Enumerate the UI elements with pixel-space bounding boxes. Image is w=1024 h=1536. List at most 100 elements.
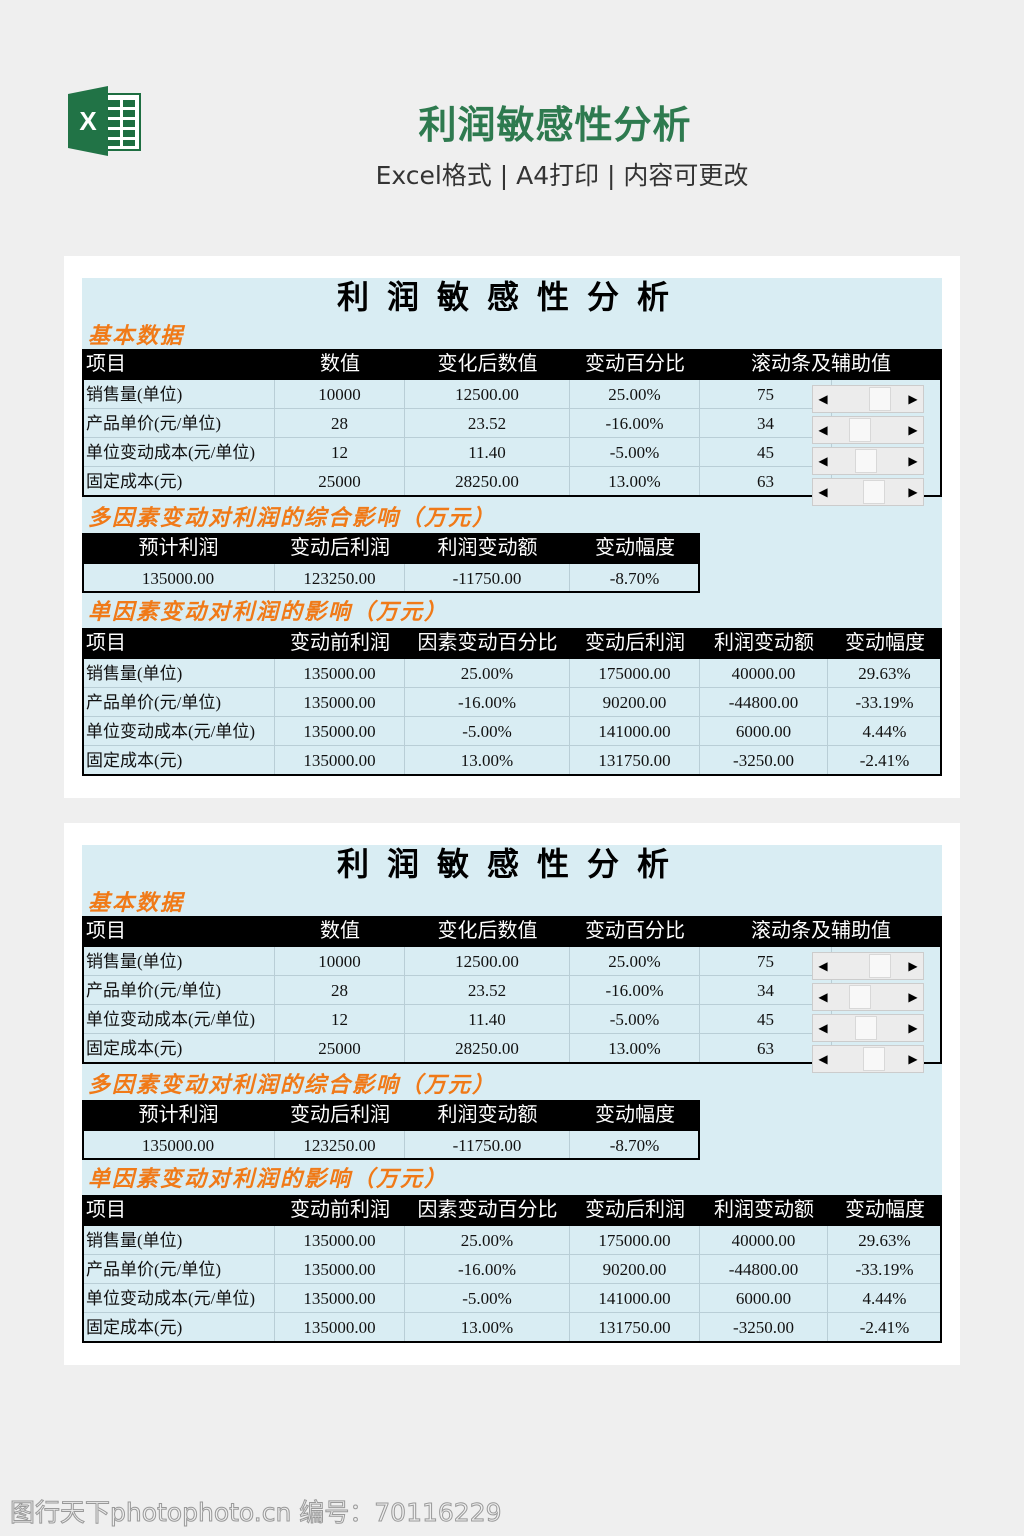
- table-cell: -5.00%: [405, 1284, 570, 1313]
- table-cell: -3250.00: [700, 1313, 828, 1342]
- sheet-card: 利润敏感性分析 基本数据 项目 数值 变化后数值 变动百分比 滚动条及辅助值 销售量(单位) 1…: [64, 823, 960, 1365]
- arrow-left-icon[interactable]: ◀: [818, 485, 828, 499]
- table-cell: 25000: [275, 467, 405, 496]
- table-cell: 135000.00: [275, 746, 405, 775]
- table-cell: 135000.00: [275, 1284, 405, 1313]
- arrow-left-icon[interactable]: ◀: [818, 1021, 828, 1035]
- table-cell: 28250.00: [405, 467, 570, 496]
- scrollbar[interactable]: ◀ ▶: [812, 385, 924, 413]
- column-header: 项目: [82, 1195, 275, 1226]
- table-cell: 135000.00: [275, 659, 405, 688]
- scrollbar-thumb[interactable]: [863, 480, 886, 504]
- arrow-right-icon[interactable]: ▶: [908, 1052, 918, 1066]
- table-cell: 单位变动成本(元/单位): [82, 1005, 275, 1034]
- arrow-left-icon[interactable]: ◀: [818, 392, 828, 406]
- table-cell: 销售量(单位): [82, 947, 275, 976]
- arrow-right-icon[interactable]: ▶: [908, 485, 918, 499]
- scrollbar-thumb[interactable]: [869, 954, 891, 978]
- section-single-factor: 单因素变动对利润的影响（万元）: [88, 1167, 449, 1192]
- table-cell: 141000.00: [570, 1284, 700, 1313]
- table-cell: 固定成本(元): [82, 1034, 275, 1063]
- table-cell: 产品单价(元/单位): [82, 976, 275, 1005]
- arrow-right-icon[interactable]: ▶: [908, 1021, 918, 1035]
- scrollbar-thumb[interactable]: [863, 1047, 886, 1071]
- table-cell: 单位变动成本(元/单位): [82, 717, 275, 746]
- table-cell: -33.19%: [828, 1255, 942, 1284]
- scrollbar-thumb[interactable]: [869, 387, 891, 411]
- table-cell: -2.41%: [828, 746, 942, 775]
- table-cell: 135000.00: [82, 1131, 275, 1160]
- arrow-right-icon[interactable]: ▶: [908, 454, 918, 468]
- column-header: 利润变动额: [700, 628, 828, 659]
- table-cell: -8.70%: [570, 564, 700, 593]
- table-cell: 11.40: [405, 438, 570, 467]
- table-cell: 固定成本(元): [82, 1313, 275, 1342]
- column-header: 预计利润: [82, 1100, 275, 1131]
- scrollbar[interactable]: ◀ ▶: [812, 447, 924, 475]
- column-header: 变动幅度: [570, 533, 700, 564]
- sheet-title: 利润敏感性分析: [336, 278, 687, 316]
- table-cell: 单位变动成本(元/单位): [82, 438, 275, 467]
- scrollbar[interactable]: ◀ ▶: [812, 478, 924, 506]
- table-cell: -11750.00: [405, 564, 570, 593]
- table-cell: 销售量(单位): [82, 380, 275, 409]
- column-header: 变化后数值: [405, 349, 570, 380]
- table-cell: 13.00%: [570, 467, 700, 496]
- table-cell: 28: [275, 976, 405, 1005]
- scrollbar-thumb[interactable]: [854, 1016, 877, 1040]
- arrow-right-icon[interactable]: ▶: [908, 990, 918, 1004]
- table-cell: 固定成本(元): [82, 467, 275, 496]
- excel-icon: X: [68, 86, 141, 156]
- sheet: 利润敏感性分析 基本数据 项目 数值 变化后数值 变动百分比 滚动条及辅助值 销售量(单位) 1…: [82, 845, 942, 1343]
- column-header: 变动后利润: [570, 628, 700, 659]
- scrollbar[interactable]: ◀ ▶: [812, 416, 924, 444]
- scrollbar-thumb[interactable]: [849, 418, 872, 442]
- table-cell: 产品单价(元/单位): [82, 1255, 275, 1284]
- table-cell: 141000.00: [570, 717, 700, 746]
- scrollbar[interactable]: ◀ ▶: [812, 952, 924, 980]
- table-cell: 135000.00: [275, 688, 405, 717]
- section-multi-factor: 多因素变动对利润的综合影响（万元）: [88, 1073, 497, 1098]
- scrollbar-thumb[interactable]: [849, 985, 872, 1009]
- scrollbar[interactable]: ◀ ▶: [812, 1045, 924, 1073]
- column-header: 变动百分比: [570, 916, 700, 947]
- scrollbar[interactable]: ◀ ▶: [812, 1014, 924, 1042]
- arrow-right-icon[interactable]: ▶: [908, 959, 918, 973]
- arrow-left-icon[interactable]: ◀: [818, 990, 828, 1004]
- column-header: 因素变动百分比: [405, 1195, 570, 1226]
- table-cell: -5.00%: [405, 717, 570, 746]
- table-cell: 11.40: [405, 1005, 570, 1034]
- table-cell: 25.00%: [570, 947, 700, 976]
- table-cell: -5.00%: [570, 1005, 700, 1034]
- table-cell: 6000.00: [700, 1284, 828, 1313]
- table-cell: 40000.00: [700, 1226, 828, 1255]
- scrollbar-thumb[interactable]: [854, 449, 877, 473]
- page-title: 利润敏感性分析: [418, 103, 692, 147]
- column-header: 利润变动额: [405, 1100, 570, 1131]
- table-cell: 销售量(单位): [82, 659, 275, 688]
- table-cell: 90200.00: [570, 688, 700, 717]
- sheet: 利润敏感性分析 基本数据 项目 数值 变化后数值 变动百分比 滚动条及辅助值 销售量(单位) 1…: [82, 278, 942, 776]
- column-header: 预计利润: [82, 533, 275, 564]
- arrow-left-icon[interactable]: ◀: [818, 959, 828, 973]
- table-cell: -11750.00: [405, 1131, 570, 1160]
- arrow-right-icon[interactable]: ▶: [908, 392, 918, 406]
- column-header: 利润变动额: [700, 1195, 828, 1226]
- table-cell: 12: [275, 1005, 405, 1034]
- arrow-left-icon[interactable]: ◀: [818, 423, 828, 437]
- column-header: 变动后利润: [275, 533, 405, 564]
- table-cell: 产品单价(元/单位): [82, 688, 275, 717]
- column-header: 变动前利润: [275, 1195, 405, 1226]
- scrollbar[interactable]: ◀ ▶: [812, 983, 924, 1011]
- table-cell: 产品单价(元/单位): [82, 409, 275, 438]
- section-basic-data: 基本数据: [88, 324, 185, 349]
- column-header: 变动幅度: [828, 628, 942, 659]
- arrow-left-icon[interactable]: ◀: [818, 1052, 828, 1066]
- table-cell: 25.00%: [570, 380, 700, 409]
- table-cell: 135000.00: [275, 1255, 405, 1284]
- column-header: 项目: [82, 349, 275, 380]
- arrow-right-icon[interactable]: ▶: [908, 423, 918, 437]
- arrow-left-icon[interactable]: ◀: [818, 454, 828, 468]
- column-header: 因素变动百分比: [405, 628, 570, 659]
- table-cell: 123250.00: [275, 1131, 405, 1160]
